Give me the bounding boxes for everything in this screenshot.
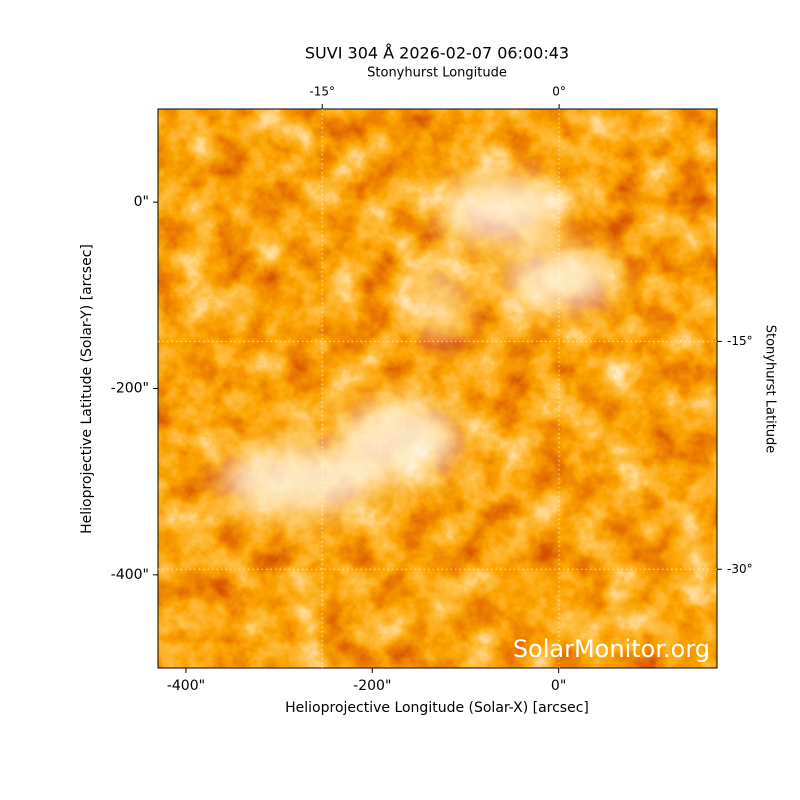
y2-tick-label: -15°	[727, 334, 753, 348]
y-tick-label: -400"	[111, 567, 149, 583]
x2-tick-label: 0°	[552, 85, 566, 99]
x2-tick-label: -15°	[309, 85, 335, 99]
y-axis-label: Helioprojective Latitude (Solar-Y) [arcs…	[79, 244, 95, 534]
y2-tick-label: -30°	[727, 562, 753, 576]
y-tick-label: 0"	[134, 194, 149, 210]
chart-title: SUVI 304 Å 2026-02-07 06:00:43	[305, 44, 569, 63]
x-tick-label: -400"	[167, 678, 205, 694]
solar-image	[158, 109, 717, 668]
x-tick-label: -200"	[353, 678, 391, 694]
x-axis-label: Helioprojective Longitude (Solar-X) [arc…	[285, 700, 589, 716]
x2-axis-label: Stonyhurst Longitude	[367, 66, 507, 81]
watermark: SolarMonitor.org	[513, 635, 710, 663]
x-tick-label: 0"	[551, 678, 566, 694]
y2-axis-label: Stonyhurst Latitude	[763, 325, 778, 454]
y-tick-label: -200"	[111, 381, 149, 397]
